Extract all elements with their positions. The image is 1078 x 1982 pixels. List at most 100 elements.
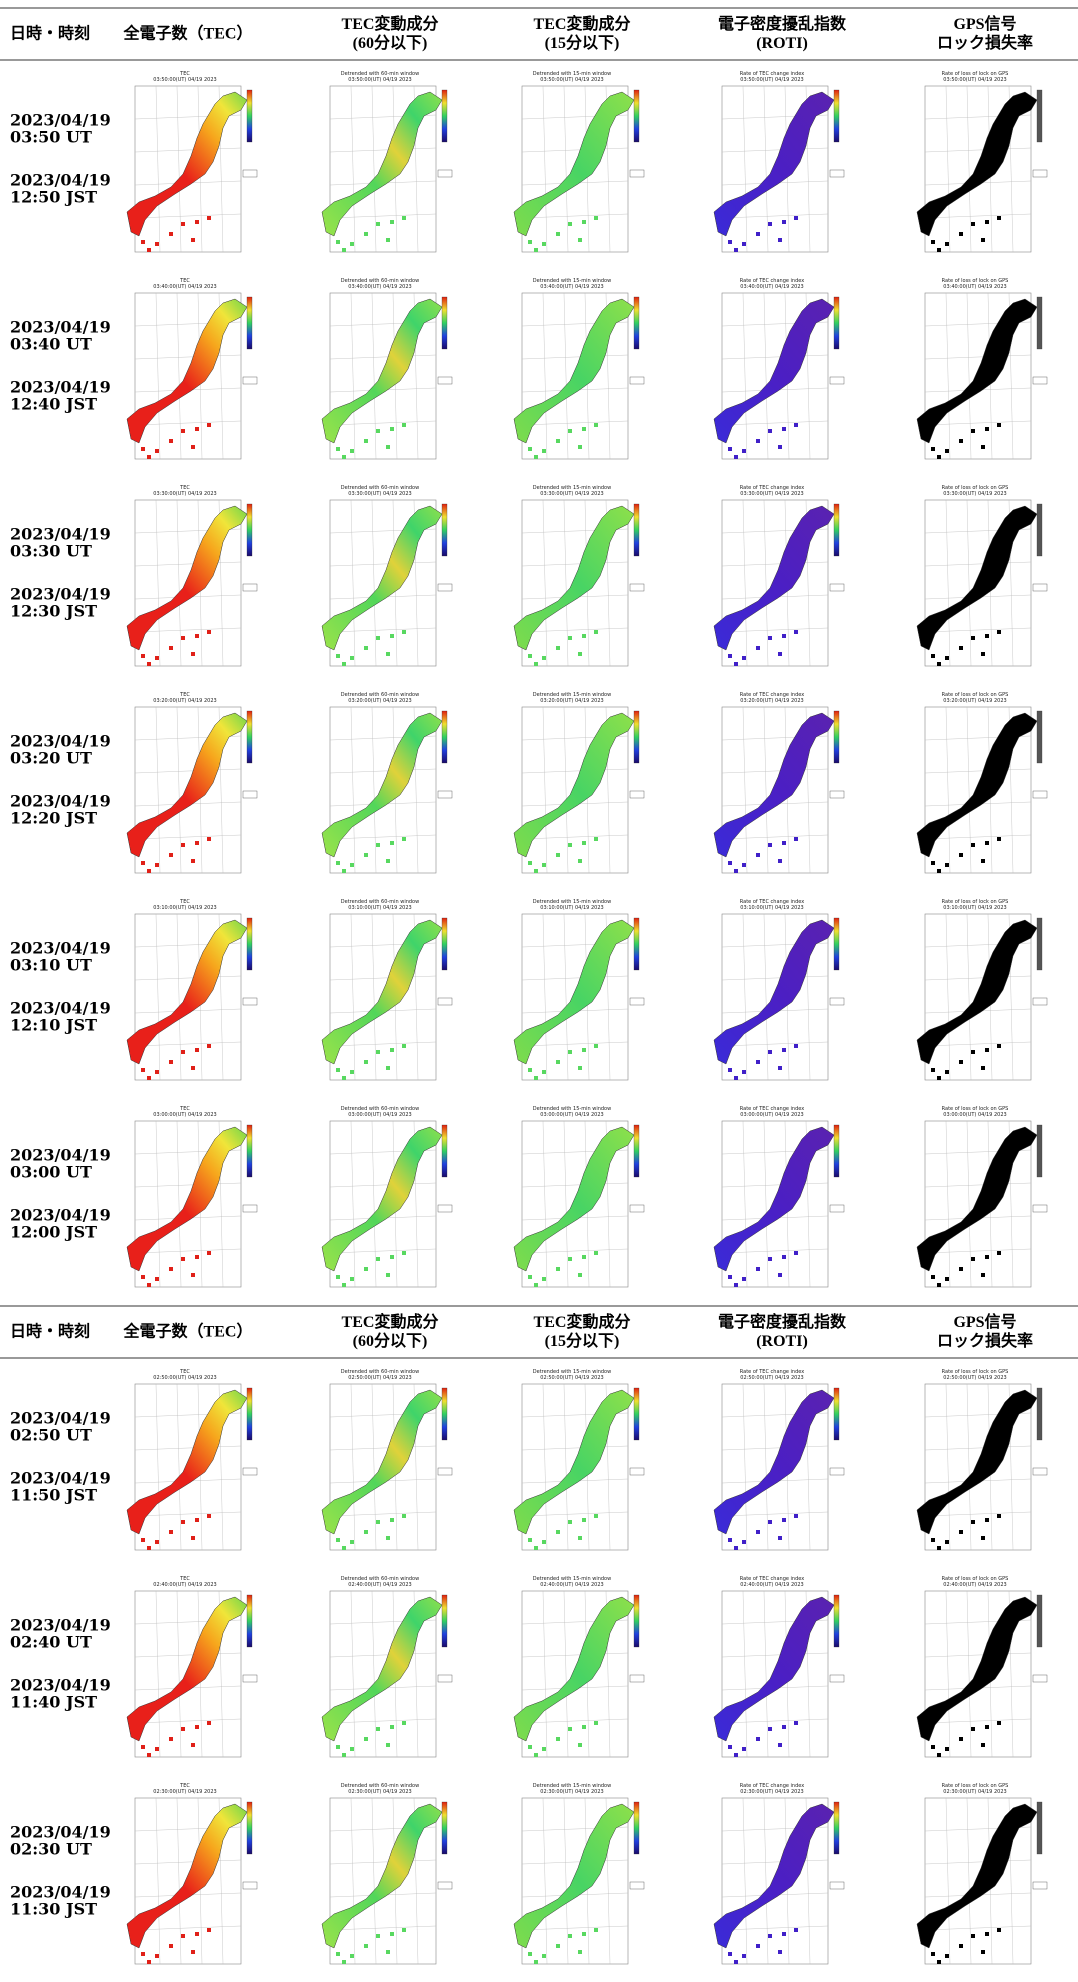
island	[141, 447, 145, 451]
island	[336, 240, 340, 244]
map-gridline	[721, 1652, 829, 1658]
island	[386, 1273, 390, 1277]
island	[195, 1518, 199, 1522]
landmass	[916, 505, 1038, 651]
island	[181, 429, 185, 433]
colorbar	[441, 710, 448, 764]
map-gridline	[763, 1383, 769, 1551]
column-header: GPS信号	[953, 1312, 1016, 1331]
island	[734, 1283, 738, 1287]
panel-time: 02:50:00(UT) 04/19 2023	[348, 1375, 411, 1381]
map-panel: Detrended with 60-min window03:20:00(UT)…	[321, 692, 453, 874]
island	[937, 1753, 941, 1757]
column-header: (60分以下)	[353, 1332, 428, 1350]
panel-time: 03:40:00(UT) 04/19 2023	[540, 284, 603, 290]
jst-time: 12:40 JST	[10, 395, 97, 414]
column-header: 電子密度擾乱指数	[718, 1312, 847, 1331]
map-gridline	[721, 561, 829, 567]
map-shape	[916, 1126, 1038, 1287]
map-gridline	[721, 627, 829, 633]
map-gridline	[542, 913, 548, 1081]
map-gridline	[134, 213, 242, 219]
map-gridline	[521, 147, 629, 153]
island	[981, 1066, 985, 1070]
map-gridline	[763, 292, 769, 460]
map-gridline	[329, 213, 437, 219]
island	[350, 1277, 354, 1281]
map-gridline	[945, 913, 951, 1081]
legend-box	[1032, 1881, 1048, 1890]
island	[376, 843, 380, 847]
island	[756, 1737, 760, 1741]
island	[742, 863, 746, 867]
island	[794, 1721, 798, 1725]
island	[195, 1255, 199, 1259]
island	[985, 1048, 989, 1052]
island	[155, 449, 159, 453]
island	[742, 1070, 746, 1074]
colorbar	[633, 89, 640, 143]
column-header: 電子密度擾乱指数	[718, 14, 847, 33]
map-gridline	[542, 1797, 548, 1965]
island	[528, 1952, 532, 1956]
map-shape	[713, 505, 835, 666]
colorbar	[833, 503, 840, 557]
island	[155, 242, 159, 246]
landmass	[321, 919, 443, 1065]
map-gridline	[742, 1590, 748, 1758]
island	[181, 1257, 185, 1261]
map-shape	[321, 505, 443, 666]
map-gridline	[176, 292, 182, 460]
island	[390, 1932, 394, 1936]
map-gridline	[763, 706, 769, 874]
panel-time: 02:40:00(UT) 04/19 2023	[943, 1582, 1006, 1588]
panel-time: 03:10:00(UT) 04/19 2023	[540, 905, 603, 911]
legend-box	[829, 1674, 845, 1683]
island	[181, 1934, 185, 1938]
island	[207, 837, 211, 841]
legend-box	[829, 1467, 845, 1476]
map-gridline	[924, 1859, 1032, 1865]
island	[155, 1277, 159, 1281]
island	[582, 1725, 586, 1729]
island	[542, 1540, 546, 1544]
map-gridline	[721, 213, 829, 219]
map-gridline	[924, 354, 1032, 360]
colorbar	[441, 1387, 448, 1441]
landmass	[713, 505, 835, 651]
landmass	[713, 1596, 835, 1742]
island	[534, 662, 538, 666]
map-gridline	[924, 1718, 1032, 1724]
panel-time: 03:20:00(UT) 04/19 2023	[740, 698, 803, 704]
map-gridline	[966, 292, 972, 460]
map-gridline	[521, 1859, 629, 1865]
map-gridline	[134, 1511, 242, 1517]
landmass	[513, 1389, 635, 1535]
map-gridline	[155, 706, 161, 874]
ut-time: 03:00 UT	[10, 1163, 92, 1182]
colorbar	[633, 503, 640, 557]
panel-title: Detrended with 15-min window	[533, 1576, 611, 1582]
island	[528, 654, 532, 658]
island	[568, 1934, 572, 1938]
colorbar	[246, 1594, 253, 1648]
island	[931, 861, 935, 865]
island	[997, 1514, 1001, 1518]
map-gridline	[371, 1797, 377, 1965]
island	[578, 1273, 582, 1277]
colorbar	[246, 917, 253, 971]
ut-date: 2023/04/19	[10, 1823, 111, 1842]
legend-box	[1032, 1674, 1048, 1683]
island	[191, 1743, 195, 1747]
ut-date: 2023/04/19	[10, 111, 111, 130]
map-gridline	[329, 1718, 437, 1724]
colorbar	[1036, 1801, 1043, 1855]
island	[342, 1960, 346, 1964]
island	[342, 869, 346, 873]
island	[556, 1737, 560, 1741]
